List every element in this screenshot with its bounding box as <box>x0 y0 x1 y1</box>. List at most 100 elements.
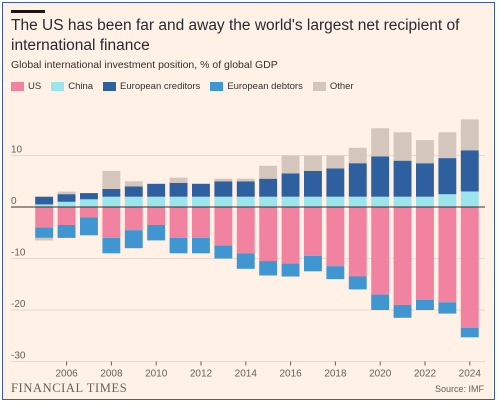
legend-swatch <box>103 82 117 91</box>
x-tick-label: 2010 <box>145 369 168 380</box>
legend-label: European creditors <box>120 81 201 92</box>
bar-segment-european-creditors-2019 <box>348 163 367 197</box>
legend-item-european-creditors: European creditors <box>103 81 200 92</box>
bar-segment-us-2008 <box>102 207 121 238</box>
bar-segment-european-debtors-2016 <box>281 263 300 277</box>
bar-segment-china-2006 <box>57 201 76 207</box>
bar-segment-european-creditors-2009 <box>124 186 143 197</box>
bar-segment-china-2011 <box>169 196 188 207</box>
x-tick-label: 2020 <box>369 369 392 380</box>
bar-segment-china-2022 <box>416 196 434 207</box>
bar-segment-other-2015 <box>259 165 278 179</box>
bar-segment-other-2017 <box>304 155 322 171</box>
y-tick-label: -30 <box>11 351 26 362</box>
y-tick-label: 0 <box>11 196 17 207</box>
bar-segment-european-creditors-2018 <box>326 168 345 197</box>
bar-segment-european-debtors-2007 <box>80 217 98 236</box>
legend-item-other: Other <box>312 81 354 92</box>
legend-swatch <box>51 82 65 91</box>
bar-segment-china-2014 <box>236 196 255 207</box>
x-tick-label: 2016 <box>279 369 302 380</box>
bar-segment-european-debtors-2006 <box>57 225 76 238</box>
bar-segment-european-debtors-2024 <box>460 328 479 338</box>
bar-segment-china-2023 <box>438 194 457 207</box>
bar-segment-european-creditors-2010 <box>147 183 166 197</box>
legend-swatch <box>312 82 326 91</box>
bar-segment-other-2011 <box>169 177 188 183</box>
bar-segment-china-2007 <box>80 199 98 207</box>
x-tick-label: 2018 <box>324 369 347 380</box>
bar-segment-us-2015 <box>259 207 278 262</box>
bar-segment-us-2018 <box>326 207 345 267</box>
legend-label: US <box>28 81 42 92</box>
bar-segment-other-2009 <box>124 181 143 187</box>
bar-segment-european-creditors-2024 <box>460 150 479 192</box>
bar-segment-european-debtors-2018 <box>326 266 345 280</box>
bar-segment-china-2017 <box>304 196 322 207</box>
bar-segment-china-2013 <box>214 196 233 207</box>
bar-segment-european-creditors-2017 <box>304 170 322 197</box>
bar-segment-european-creditors-2007 <box>80 193 98 200</box>
x-tick-label: 2012 <box>190 369 213 380</box>
bar-segment-china-2016 <box>281 196 300 207</box>
x-tick-label: 2006 <box>55 369 78 380</box>
y-tick-label: -10 <box>11 248 26 259</box>
y-tick-label: -20 <box>11 299 26 310</box>
ft-logo-text: FINANCIAL TIMES <box>11 381 128 395</box>
bar-segment-other-2020 <box>371 128 390 157</box>
bar-segment-european-debtors-2020 <box>371 294 390 310</box>
title-accent-bar <box>11 10 45 13</box>
bar-segment-european-creditors-2023 <box>438 158 457 195</box>
bar-segment-european-debtors-2012 <box>192 237 210 254</box>
bar-segment-european-debtors-2005 <box>35 227 54 238</box>
bar-segment-other-2019 <box>348 147 367 164</box>
bar-segment-european-creditors-2021 <box>393 160 412 197</box>
chart-title: The US has been far and away the world's… <box>11 17 460 54</box>
bar-segment-us-2007 <box>80 207 98 218</box>
bar-segment-us-2006 <box>57 207 76 225</box>
bar-segment-european-debtors-2009 <box>124 230 143 249</box>
bar-segment-china-2015 <box>259 196 278 207</box>
legend-item-european-debtors: European debtors <box>210 81 303 92</box>
x-tick-label: 2024 <box>459 369 482 380</box>
bar-segment-us-2024 <box>460 207 479 328</box>
bar-segment-us-2017 <box>304 207 322 256</box>
bar-segment-european-creditors-2020 <box>371 156 390 197</box>
chart-card: The US has been far and away the world's… <box>2 2 495 400</box>
bar-segment-china-2008 <box>102 196 121 207</box>
chart-subtitle: Global international investment position… <box>11 59 278 71</box>
bar-segment-other-2014 <box>236 178 255 182</box>
bar-segment-us-2023 <box>438 207 457 303</box>
x-tick-label: 2008 <box>100 369 123 380</box>
bar-segment-china-2019 <box>348 196 367 207</box>
bar-segment-other-2018 <box>326 155 345 169</box>
bar-segment-european-debtors-2021 <box>393 304 412 318</box>
bar-segment-china-2009 <box>124 196 143 207</box>
bar-segment-european-debtors-2015 <box>259 261 278 276</box>
bar-segment-us-2005 <box>35 207 54 228</box>
bar-segment-us-2010 <box>147 207 166 225</box>
stacked-bar-chart: 10 0 -10 -20 -30 2006 2008 2010 2012 2014 2016 2018… <box>11 119 485 380</box>
bar-segment-european-creditors-2012 <box>192 183 210 197</box>
bar-segment-european-debtors-2013 <box>214 245 233 259</box>
bar-segment-china-2012 <box>192 196 210 207</box>
bar-segment-other-2008 <box>102 170 121 189</box>
legend-swatch <box>210 82 224 91</box>
bar-segment-us-2009 <box>124 207 143 231</box>
legend-label: China <box>68 81 94 92</box>
bar-segment-us-2020 <box>371 207 390 295</box>
bar-segment-european-debtors-2022 <box>416 299 434 310</box>
bar-segment-other-2005 <box>35 237 54 241</box>
x-tick-label: 2014 <box>235 369 258 380</box>
x-tick-label: 2022 <box>414 369 437 380</box>
bar-segment-china-2005 <box>35 204 54 207</box>
bar-segment-european-creditors-2006 <box>57 194 76 202</box>
bar-segment-european-debtors-2017 <box>304 255 322 272</box>
bar-segment-us-2019 <box>348 207 367 277</box>
bar-segment-european-debtors-2011 <box>169 237 188 254</box>
legend-label: European debtors <box>227 81 303 92</box>
y-tick-label: 10 <box>11 145 23 156</box>
bar-segment-european-debtors-2019 <box>348 276 367 290</box>
bar-segment-other-2021 <box>393 132 412 161</box>
bar-segment-european-creditors-2008 <box>102 189 121 197</box>
